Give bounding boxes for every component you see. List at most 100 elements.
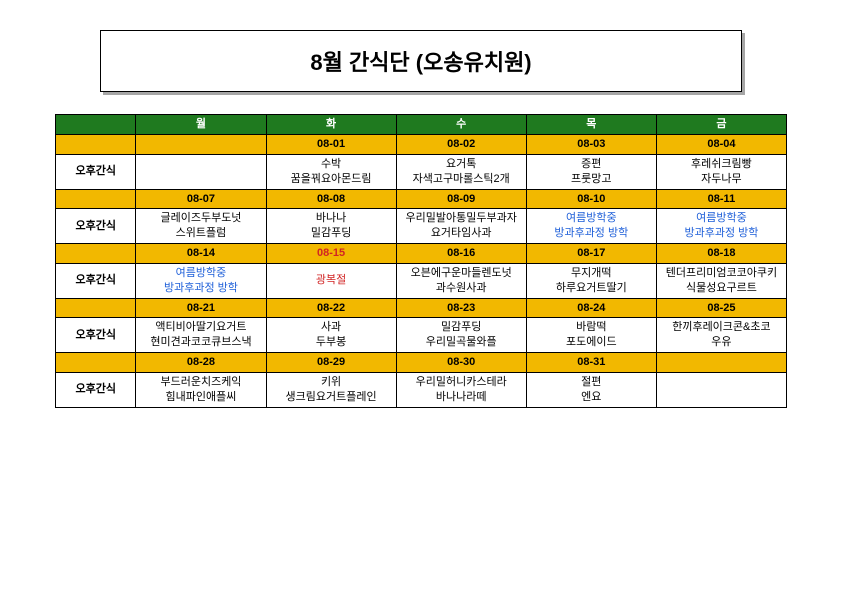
snack-row: 오후간식액티비아딸기요거트현미견과코코큐브스낵사과두부봉밀감푸딩우리밀곡물와플바… <box>56 318 787 353</box>
snack-item: 요거타임사과 <box>399 226 524 241</box>
snack-item: 우유 <box>659 335 784 350</box>
snack-item: 텐더프리미엄코코아쿠키 <box>659 266 784 281</box>
snack-item: 무지개떡 <box>529 266 654 281</box>
snack-item: 밀감푸딩 <box>399 320 524 335</box>
day-header-wed: 수 <box>396 115 526 135</box>
snack-row: 오후간식수박꿈을꿔요아몬드림요거톡자색고구마롤스틱2개증편프룻망고후레쉬크림빵자… <box>56 154 787 189</box>
snack-item: 부드러운치즈케익 <box>138 375 263 390</box>
schedule-body: 08-0108-0208-0308-04오후간식수박꿈을꿔요아몬드림요거톡자색고… <box>56 135 787 408</box>
date-cell: 08-04 <box>656 135 786 155</box>
snack-item: 프룻망고 <box>529 172 654 187</box>
snack-cell: 무지개떡하루요거트딸기 <box>526 263 656 298</box>
snack-item: 사과 <box>269 320 394 335</box>
snack-item: 엔요 <box>529 390 654 405</box>
date-cell: 08-03 <box>526 135 656 155</box>
snack-item: 밀감푸딩 <box>269 226 394 241</box>
snack-item: 방과후과정 방학 <box>529 226 654 241</box>
snack-item: 키위 <box>269 375 394 390</box>
row-label: 오후간식 <box>56 154 136 189</box>
snack-item: 과수원사과 <box>399 281 524 296</box>
date-cell: 08-28 <box>136 353 266 373</box>
date-row-label <box>56 244 136 264</box>
snack-item: 액티비아딸기요거트 <box>138 320 263 335</box>
date-cell: 08-11 <box>656 189 786 209</box>
snack-item: 현미견과코코큐브스낵 <box>138 335 263 350</box>
snack-item: 절편 <box>529 375 654 390</box>
snack-item: 방과후과정 방학 <box>659 226 784 241</box>
snack-cell: 여름방학중방과후과정 방학 <box>136 263 266 298</box>
snack-row: 오후간식여름방학중방과후과정 방학광복절오븐에구운마들렌도넛과수원사과무지개떡하… <box>56 263 787 298</box>
snack-item: 방과후과정 방학 <box>138 281 263 296</box>
snack-cell: 한끼후레이크콘&초코우유 <box>656 318 786 353</box>
snack-cell: 밀감푸딩우리밀곡물와플 <box>396 318 526 353</box>
day-header-fri: 금 <box>656 115 786 135</box>
snack-cell: 우리밀발아통밀두부과자요거타임사과 <box>396 209 526 244</box>
row-label: 오후간식 <box>56 209 136 244</box>
snack-cell: 글레이즈두부도넛스위트플럼 <box>136 209 266 244</box>
snack-cell: 절편엔요 <box>526 372 656 407</box>
date-row: 08-2108-2208-2308-2408-25 <box>56 298 787 318</box>
date-cell: 08-10 <box>526 189 656 209</box>
snack-item: 두부봉 <box>269 335 394 350</box>
date-row-label <box>56 135 136 155</box>
row-label: 오후간식 <box>56 318 136 353</box>
date-cell: 08-01 <box>266 135 396 155</box>
snack-item: 하루요거트딸기 <box>529 281 654 296</box>
snack-item: 자두나무 <box>659 172 784 187</box>
date-cell: 08-14 <box>136 244 266 264</box>
snack-item: 자색고구마롤스틱2개 <box>399 172 524 187</box>
date-cell: 08-15 <box>266 244 396 264</box>
date-cell: 08-25 <box>656 298 786 318</box>
date-row-label <box>56 353 136 373</box>
day-header-mon: 월 <box>136 115 266 135</box>
snack-cell: 액티비아딸기요거트현미견과코코큐브스낵 <box>136 318 266 353</box>
snack-item: 우리밀곡물와플 <box>399 335 524 350</box>
date-cell: 08-24 <box>526 298 656 318</box>
snack-item: 힘내파인애플씨 <box>138 390 263 405</box>
snack-item: 스위트플럼 <box>138 226 263 241</box>
row-label: 오후간식 <box>56 263 136 298</box>
corner-cell <box>56 115 136 135</box>
date-cell: 08-22 <box>266 298 396 318</box>
snack-item: 여름방학중 <box>138 266 263 281</box>
snack-cell: 광복절 <box>266 263 396 298</box>
date-cell: 08-30 <box>396 353 526 373</box>
snack-row: 오후간식부드러운치즈케익힘내파인애플씨키위생크림요거트플레인우리밀허니카스테라바… <box>56 372 787 407</box>
snack-item: 식물성요구르트 <box>659 281 784 296</box>
snack-item: 우리밀허니카스테라 <box>399 375 524 390</box>
snack-item: 요거톡 <box>399 157 524 172</box>
snack-cell: 요거톡자색고구마롤스틱2개 <box>396 154 526 189</box>
date-cell <box>136 135 266 155</box>
snack-item: 여름방학중 <box>659 211 784 226</box>
date-cell: 08-21 <box>136 298 266 318</box>
snack-item: 여름방학중 <box>529 211 654 226</box>
date-row-label <box>56 298 136 318</box>
snack-row: 오후간식글레이즈두부도넛스위트플럼바나나밀감푸딩우리밀발아통밀두부과자요거타임사… <box>56 209 787 244</box>
snack-item: 한끼후레이크콘&초코 <box>659 320 784 335</box>
snack-item: 광복절 <box>269 273 394 288</box>
snack-cell: 바나나밀감푸딩 <box>266 209 396 244</box>
snack-item: 글레이즈두부도넛 <box>138 211 263 226</box>
date-cell: 08-09 <box>396 189 526 209</box>
snack-cell: 여름방학중방과후과정 방학 <box>526 209 656 244</box>
snack-cell: 수박꿈을꿔요아몬드림 <box>266 154 396 189</box>
row-label: 오후간식 <box>56 372 136 407</box>
snack-cell: 우리밀허니카스테라바나나라떼 <box>396 372 526 407</box>
snack-item: 꿈을꿔요아몬드림 <box>269 172 394 187</box>
date-row: 08-0708-0808-0908-1008-11 <box>56 189 787 209</box>
snack-cell: 키위생크림요거트플레인 <box>266 372 396 407</box>
date-row: 08-0108-0208-0308-04 <box>56 135 787 155</box>
snack-item: 바나나 <box>269 211 394 226</box>
snack-cell: 바람떡포도에이드 <box>526 318 656 353</box>
date-cell: 08-16 <box>396 244 526 264</box>
day-header-tue: 화 <box>266 115 396 135</box>
snack-schedule-table: 월 화 수 목 금 08-0108-0208-0308-04오후간식수박꿈을꿔요… <box>55 114 787 408</box>
snack-item: 우리밀발아통밀두부과자 <box>399 211 524 226</box>
snack-cell <box>136 154 266 189</box>
day-header-thu: 목 <box>526 115 656 135</box>
snack-item: 바나나라떼 <box>399 390 524 405</box>
date-cell: 08-17 <box>526 244 656 264</box>
date-cell: 08-08 <box>266 189 396 209</box>
date-row: 08-2808-2908-3008-31 <box>56 353 787 373</box>
date-row: 08-1408-1508-1608-1708-18 <box>56 244 787 264</box>
